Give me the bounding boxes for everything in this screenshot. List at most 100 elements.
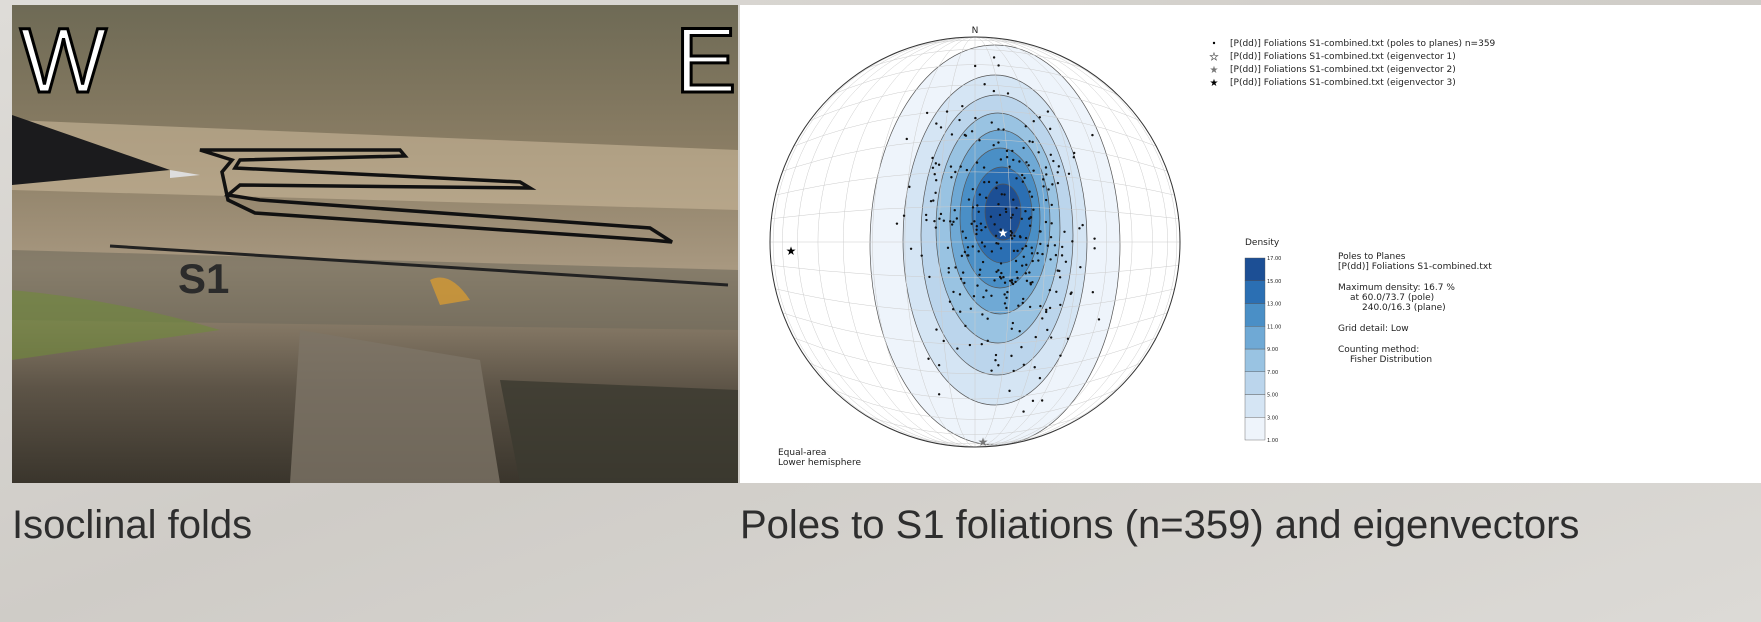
pole-point xyxy=(1041,253,1043,255)
colorbar-band xyxy=(1245,417,1265,440)
pole-point xyxy=(931,157,933,159)
pole-point xyxy=(971,130,973,132)
pole-point xyxy=(1055,254,1057,256)
colorbar-band xyxy=(1245,372,1265,395)
pole-point xyxy=(1006,156,1008,158)
pole-point xyxy=(1015,177,1017,179)
projection-line: Equal-area xyxy=(778,448,826,458)
pole-point xyxy=(934,173,936,175)
pole-point xyxy=(908,186,910,188)
pole-point xyxy=(1018,160,1020,162)
legend-entry: [P(dd)] Foliations S1-combined.txt (eige… xyxy=(1230,78,1456,88)
pole-point xyxy=(1031,141,1033,143)
pole-point xyxy=(1025,161,1027,163)
pole-point xyxy=(1000,262,1002,264)
eigenvector: ★ xyxy=(786,244,797,258)
pole-point xyxy=(961,230,963,232)
pole-point xyxy=(1049,289,1051,291)
pole-point xyxy=(1025,237,1027,239)
colorbar-tick-label: 9.00 xyxy=(1267,347,1278,353)
pole-point xyxy=(995,187,997,189)
pole-point xyxy=(978,274,980,276)
pole-point xyxy=(982,261,984,263)
pole-point xyxy=(1021,264,1023,266)
pole-point xyxy=(978,211,980,213)
info-line: Grid detail: Low xyxy=(1338,324,1409,334)
pole-point xyxy=(1018,330,1020,332)
pole-point xyxy=(1004,302,1006,304)
pole-point xyxy=(999,214,1001,216)
pole-point xyxy=(972,188,974,190)
pole-point xyxy=(979,193,981,195)
pole-point xyxy=(992,144,994,146)
pole-point xyxy=(1039,243,1041,245)
pole-point xyxy=(954,171,956,173)
colorbar-tick-label: 17.00 xyxy=(1267,256,1281,262)
pole-point xyxy=(984,226,986,228)
pole-point xyxy=(1045,221,1047,223)
pole-point xyxy=(959,311,961,313)
colorbar-band xyxy=(1245,326,1265,349)
pole-point xyxy=(997,64,999,66)
pole-point xyxy=(1003,293,1005,295)
pole-point xyxy=(1022,298,1024,300)
pole-point xyxy=(921,254,923,256)
pole-point xyxy=(1031,252,1033,254)
pole-point xyxy=(997,203,999,205)
pole-point xyxy=(972,245,974,247)
pole-point xyxy=(990,369,992,371)
pole-point xyxy=(1020,346,1022,348)
pole-point xyxy=(1002,128,1004,130)
pole-point xyxy=(1050,236,1052,238)
pole-point xyxy=(1002,276,1004,278)
pole-point xyxy=(1000,247,1002,249)
pole-point xyxy=(1045,173,1047,175)
colorbar-band xyxy=(1245,258,1265,281)
pole-point xyxy=(995,354,997,356)
pole-point xyxy=(1025,264,1027,266)
pole-point xyxy=(1025,245,1027,247)
pole-point xyxy=(948,267,950,269)
pole-point xyxy=(1024,210,1026,212)
pole-point xyxy=(975,229,977,231)
pole-point xyxy=(1063,231,1065,233)
pole-point xyxy=(1059,304,1061,306)
colorbar-tick-label: 11.00 xyxy=(1267,324,1281,330)
pole-point xyxy=(983,83,985,85)
pole-point xyxy=(906,138,908,140)
pole-point xyxy=(1029,225,1031,227)
pole-point xyxy=(995,242,997,244)
pole-point xyxy=(1011,150,1013,152)
pole-point xyxy=(1023,256,1025,258)
pole-point xyxy=(1014,281,1016,283)
svg-text:★: ★ xyxy=(1210,78,1219,89)
pole-point xyxy=(984,245,986,247)
pole-point xyxy=(981,313,983,315)
pole-point xyxy=(976,284,978,286)
info-line: [P(dd)] Foliations S1-combined.txt xyxy=(1338,262,1492,272)
pole-point xyxy=(1045,309,1047,311)
pole-point xyxy=(1005,297,1007,299)
s1-label: S1 xyxy=(178,255,229,302)
pole-point xyxy=(1036,252,1038,254)
pole-point xyxy=(993,90,995,92)
pole-point xyxy=(1061,254,1063,256)
pole-point xyxy=(1031,281,1033,283)
pole-point xyxy=(1039,230,1041,232)
pole-point xyxy=(1011,281,1013,283)
pole-point xyxy=(903,215,905,217)
pole-point xyxy=(1067,338,1069,340)
pole-point xyxy=(938,393,940,395)
pole-point xyxy=(997,269,999,271)
pole-point xyxy=(1054,244,1056,246)
pole-point xyxy=(959,165,961,167)
pole-point xyxy=(964,251,966,253)
colorbar-tick-label: 7.00 xyxy=(1267,370,1278,376)
pole-point xyxy=(947,247,949,249)
pole-point xyxy=(991,121,993,123)
pole-point xyxy=(1047,110,1049,112)
pole-point xyxy=(1015,260,1017,262)
pole-point xyxy=(977,250,979,252)
pole-point xyxy=(934,192,936,194)
pole-point xyxy=(985,289,987,291)
